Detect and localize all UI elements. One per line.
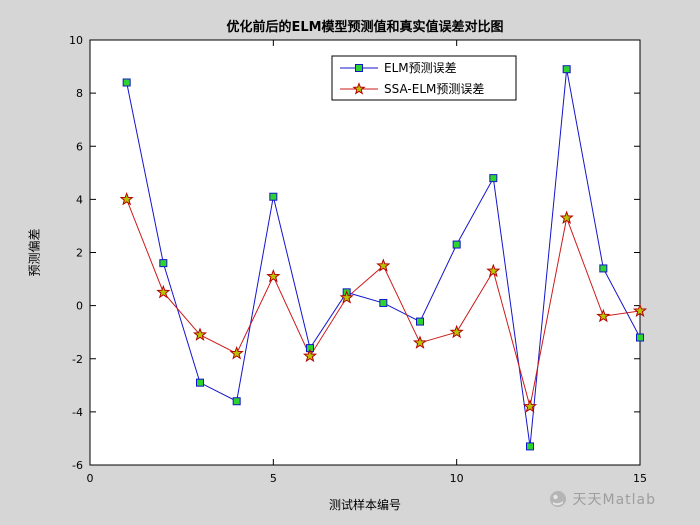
y-tick-label: 8 xyxy=(76,87,83,100)
ssa-marker xyxy=(522,399,538,413)
ssa-marker xyxy=(192,327,208,341)
elm-marker xyxy=(196,378,204,387)
elm-marker xyxy=(599,264,608,273)
y-tick-label: 6 xyxy=(76,140,83,153)
legend xyxy=(331,55,517,101)
elm-marker xyxy=(489,174,498,183)
ssa-marker xyxy=(486,263,501,278)
y-tick-label: -4 xyxy=(72,406,83,419)
plot-background xyxy=(90,40,640,465)
y-tick-label: 10 xyxy=(69,34,83,47)
x-tick-label: 10 xyxy=(450,472,464,485)
watermark-logo-icon xyxy=(550,491,567,507)
elm-marker xyxy=(452,240,461,249)
ssa-marker xyxy=(339,290,354,304)
chart-title: 优化前后的ELM模型预测值和真实值误差对比图 xyxy=(226,20,504,35)
elm-marker xyxy=(416,317,424,326)
ssa-marker xyxy=(156,284,171,299)
ssa-marker xyxy=(376,258,391,272)
ssa-marker xyxy=(229,346,244,360)
y-tick-label: -2 xyxy=(72,353,83,366)
x-tick-label: 0 xyxy=(87,472,94,485)
ssa-marker xyxy=(302,348,318,363)
elm-marker xyxy=(562,65,571,74)
y-axis-label: 预测偏差 xyxy=(27,228,42,277)
elm-marker xyxy=(355,64,363,72)
axes-box xyxy=(89,39,641,466)
ssa-marker xyxy=(119,191,134,206)
y-tick-label: 0 xyxy=(76,300,83,313)
x-axis-label: 测试样本编号 xyxy=(328,498,401,512)
ssa-marker xyxy=(352,82,366,95)
y-tick-label: 2 xyxy=(76,247,83,260)
y-tick-label: -6 xyxy=(72,459,83,472)
x-tick-label: 5 xyxy=(270,472,277,485)
ssa-marker xyxy=(596,308,611,323)
elm-marker xyxy=(636,333,644,342)
ssa-marker xyxy=(412,335,428,349)
legend-item-label: ELM预测误差 xyxy=(384,61,457,75)
watermark-text: 天天Matlab xyxy=(572,492,656,508)
elm-marker xyxy=(232,397,241,406)
x-tick-label: 15 xyxy=(633,472,647,485)
elm-marker xyxy=(159,259,168,268)
ssa-marker xyxy=(449,324,464,339)
ssa-marker xyxy=(559,210,574,224)
ssa-marker xyxy=(632,303,648,317)
watermark: 天天Matlab xyxy=(549,489,656,509)
elm-marker xyxy=(122,78,131,87)
ssa-marker xyxy=(266,268,281,283)
elm-marker xyxy=(269,192,278,201)
elm-marker xyxy=(379,298,388,307)
legend-item-label: SSA-ELM预测误差 xyxy=(384,82,484,96)
elm-marker xyxy=(526,442,534,451)
y-tick-label: 4 xyxy=(76,193,83,206)
